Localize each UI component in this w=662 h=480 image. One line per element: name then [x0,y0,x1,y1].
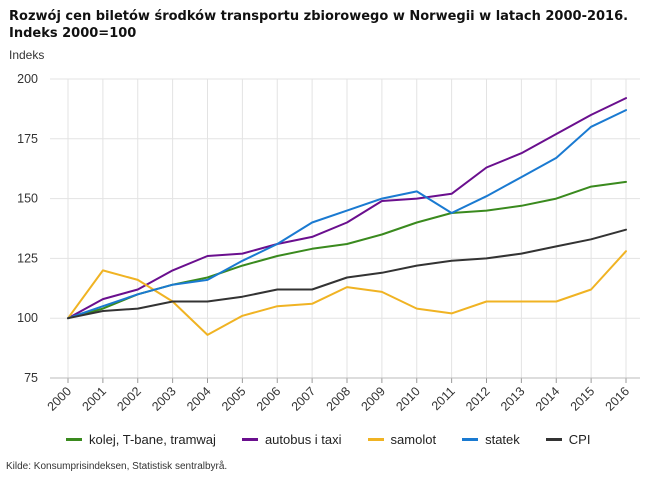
x-tick-label: 2012 [463,384,493,414]
legend-item: CPI [545,432,591,447]
chart-legend: kolej, T-bane, tramwaj autobus i taxi samo… [66,432,616,447]
legend-swatch [66,438,82,441]
legend-label: samolot [390,432,437,447]
x-tick-label: 2010 [393,384,423,414]
x-tick-label: 2000 [45,384,75,414]
x-tick-label: 2004 [184,384,214,414]
series-line-2 [67,250,627,336]
y-tick-label: 125 [17,251,38,265]
legend-item: kolej, T-bane, tramwaj [66,432,216,447]
legend-swatch [241,438,258,441]
y-tick-label: 200 [17,72,38,86]
source-note: Kilde: Konsumprisindeksen, Statistisk se… [6,461,228,472]
legend-label: CPI [568,432,591,447]
series-line-3 [67,109,627,320]
y-tick-label: 175 [17,132,38,146]
y-axis-label: Indeks [9,48,45,62]
legend-label: kolej, T-bane, tramwaj [89,432,216,447]
legend-item: statek [462,432,520,447]
series-line-4 [67,228,627,320]
x-tick-label: 2011 [429,384,458,413]
y-tick-label: 100 [17,311,38,325]
legend-swatch [367,438,384,441]
legend-swatch [462,438,479,441]
x-tick-label: 2003 [149,384,179,414]
legend-item: samolot [367,432,437,447]
x-tick-label: 2007 [289,384,319,414]
y-tick-label: 75 [24,371,38,385]
chart-title: Rozwój cen biletów środków transportu zb… [9,9,629,41]
x-tick-label: 2006 [254,384,284,414]
y-tick-label: 150 [17,192,38,206]
x-tick-label: 2014 [533,384,563,414]
x-tick-label: 2005 [219,384,249,414]
x-tick-label: 2001 [79,384,109,414]
x-tick-label: 2008 [324,384,354,414]
legend-label: statek [485,432,520,447]
x-tick-label: 2009 [358,384,388,414]
x-tick-label: 2013 [498,384,528,414]
x-tick-label: 2002 [114,384,144,414]
x-tick-label: 2016 [603,384,633,414]
legend-swatch [545,438,562,441]
x-tick-label: 2015 [568,384,598,414]
legend-label: autobus i taxi [264,432,342,447]
series-line-1 [67,97,627,320]
legend-item: autobus i taxi [241,432,342,447]
